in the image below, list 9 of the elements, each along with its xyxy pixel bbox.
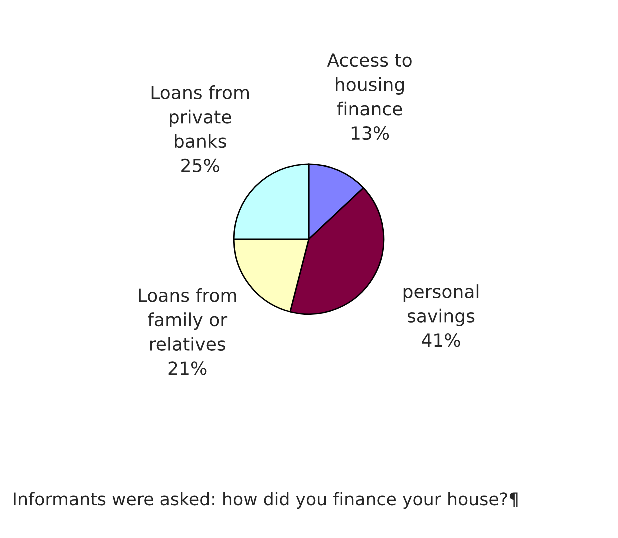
slice-label: Access to housing finance	[327, 54, 412, 116]
data-label: 25%	[182, 158, 220, 172]
data-label: 21%	[168, 362, 207, 376]
slice-label: Loans from private banks	[152, 86, 250, 148]
text: Informants were asked: how did you finance your house?¶	[14, 492, 518, 510]
data-label: 41%	[422, 334, 460, 348]
slice-label: personal savings	[404, 284, 479, 326]
slice-label: Loans from family or relatives	[139, 288, 236, 351]
data-label: 13%	[352, 126, 390, 140]
